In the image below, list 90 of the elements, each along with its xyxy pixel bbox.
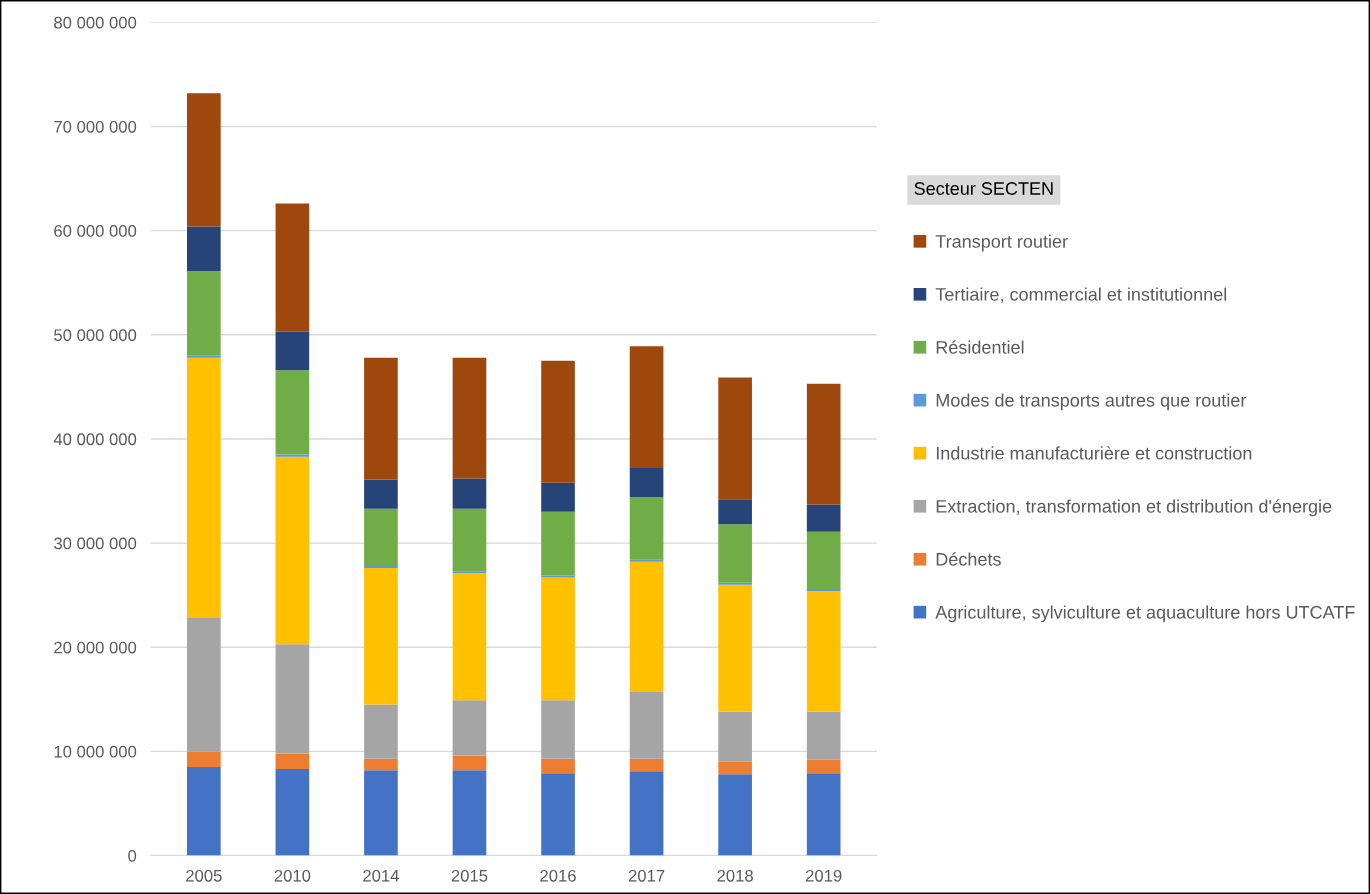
bar xyxy=(187,93,221,227)
bar xyxy=(364,357,398,480)
bar xyxy=(452,357,487,479)
bar xyxy=(452,508,487,572)
bar xyxy=(806,759,841,774)
bar xyxy=(541,575,575,578)
bar xyxy=(364,758,398,771)
legend-label: Résidentiel xyxy=(936,340,1024,354)
legend-title: Secteur SECTEN xyxy=(914,182,1053,195)
bar xyxy=(187,357,221,619)
bar xyxy=(187,355,221,358)
bar xyxy=(718,582,752,585)
bar xyxy=(629,346,664,469)
bar xyxy=(806,711,841,760)
bar xyxy=(629,559,664,562)
bar xyxy=(718,761,752,775)
bar xyxy=(629,561,664,693)
y-tick-label: 60 000 000 xyxy=(54,225,137,237)
bar xyxy=(806,531,841,589)
bar xyxy=(452,571,487,574)
bar xyxy=(275,331,310,371)
y-tick-label: 70 000 000 xyxy=(54,120,137,133)
y-tick-label: 80 000 000 xyxy=(54,16,137,29)
bar xyxy=(629,497,664,560)
bar xyxy=(541,577,575,701)
legend-label: Agriculture, sylviculture et aquaculture hors UTCATF xyxy=(935,605,1355,623)
bar xyxy=(629,771,664,856)
x-tick-label: 2019 xyxy=(805,869,842,882)
bar xyxy=(364,566,398,569)
bar xyxy=(806,383,841,505)
bar xyxy=(452,573,487,701)
bar xyxy=(541,700,575,759)
bar xyxy=(806,591,841,712)
bar xyxy=(187,618,221,752)
bar xyxy=(541,360,575,483)
bar xyxy=(806,588,841,592)
bar xyxy=(364,770,398,856)
bar xyxy=(718,377,752,500)
legend-label: Déchets xyxy=(936,552,1001,566)
bar xyxy=(806,504,841,532)
bar xyxy=(718,774,752,856)
bar xyxy=(541,773,575,856)
x-tick-label: 2010 xyxy=(274,869,311,882)
legend-label: Tertiaire, commercial et institutionnel xyxy=(935,287,1227,303)
bar xyxy=(541,482,575,512)
bar xyxy=(718,711,752,762)
bar xyxy=(275,456,310,645)
y-tick-label: 30 000 000 xyxy=(54,537,137,550)
bar xyxy=(364,508,398,567)
y-tick-label: 40 000 000 xyxy=(53,433,137,446)
bar xyxy=(541,511,575,576)
x-tick-label: 2016 xyxy=(540,869,576,882)
legend-label: Transport routier xyxy=(935,234,1068,252)
bar xyxy=(718,499,752,525)
x-tick-label: 2017 xyxy=(628,869,665,882)
x-tick-label: 2014 xyxy=(363,869,399,882)
bar xyxy=(275,454,310,457)
x-tick-label: 2015 xyxy=(451,869,488,882)
bar xyxy=(629,758,664,772)
bar xyxy=(452,755,487,771)
y-tick-label: 10 000 000 xyxy=(54,745,137,758)
bar xyxy=(275,769,310,856)
bar xyxy=(364,479,398,509)
bar xyxy=(187,751,221,768)
x-tick-label: 2018 xyxy=(717,869,753,882)
bar xyxy=(452,478,487,509)
bar xyxy=(275,644,310,754)
y-tick-label: 20 000 000 xyxy=(54,641,137,654)
bar xyxy=(806,773,841,856)
y-tick-label: 50 000 000 xyxy=(54,329,137,342)
bar xyxy=(629,468,664,498)
bar xyxy=(718,524,752,583)
bar xyxy=(275,203,310,332)
bar xyxy=(187,226,221,272)
y-tick-label: 0 xyxy=(128,849,137,862)
bar xyxy=(452,700,487,756)
bar xyxy=(275,370,310,455)
bar xyxy=(187,271,221,356)
bar xyxy=(718,584,752,712)
bar xyxy=(364,704,398,759)
bar xyxy=(187,767,221,856)
bar xyxy=(452,770,487,856)
legend-label: Extraction, transformation et distribution d'énergie xyxy=(936,499,1332,517)
legend-label: Industrie manufacturière et construction xyxy=(936,446,1252,460)
legend-label: Modes de transports autres que routier xyxy=(936,393,1247,411)
bar xyxy=(275,753,310,770)
x-tick-label: 2005 xyxy=(186,869,222,882)
bar xyxy=(541,758,575,774)
bar xyxy=(629,692,664,759)
bar xyxy=(364,568,398,705)
